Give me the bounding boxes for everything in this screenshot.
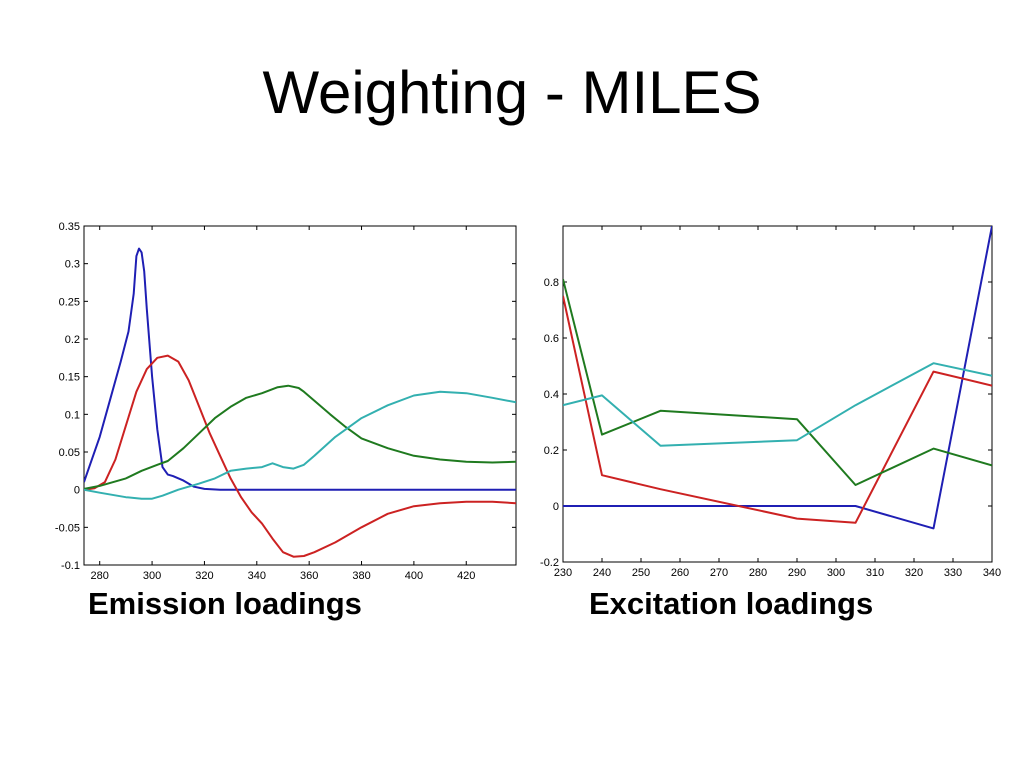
excitation-x-tick-label: 340: [983, 567, 1001, 579]
excitation-x-tick-label: 330: [944, 567, 962, 579]
emission-x-tick-label: 340: [248, 570, 266, 582]
excitation-loadings-chart: 230 240 250 260 270 280 290 300 310 320 330 340 -0.2…: [540, 225, 1001, 579]
emission-series-line-3: [84, 384, 516, 490]
emission-x-tick-label: 280: [91, 570, 109, 582]
emission-x-tick-label: 380: [352, 570, 370, 582]
emission-x-tick-label: 400: [405, 570, 423, 582]
emission-y-tick-label: 0.1: [65, 409, 80, 421]
excitation-x-tick-label: 260: [671, 567, 689, 579]
emission-loadings-chart: 280 300 320 340 360 380 400 420 -0.1 -0.05 0 0.05 0.…: [55, 221, 517, 582]
excitation-x-tick-label: 300: [827, 567, 845, 579]
excitation-y-tick-label: 0.8: [544, 277, 559, 289]
emission-y-tick-label: 0.05: [59, 447, 80, 459]
emission-series-line-4: [84, 390, 516, 500]
emission-series-line-2: [84, 354, 516, 558]
emission-y-tick-label: 0.35: [59, 221, 80, 233]
emission-plot-frame: [83, 225, 517, 566]
excitation-y-tick-label: 0.6: [544, 333, 559, 345]
emission-loadings-caption: Emission loadings: [88, 586, 362, 621]
excitation-x-tick-label: 310: [866, 567, 884, 579]
excitation-x-tick-label: 240: [593, 567, 611, 579]
excitation-x-tick-label: 280: [749, 567, 767, 579]
emission-x-tick-label: 420: [457, 570, 475, 582]
excitation-y-tick-label: 0.4: [544, 389, 559, 401]
emission-y-tick-label: 0.25: [59, 296, 80, 308]
excitation-y-tick-label: 0.2: [544, 445, 559, 457]
emission-y-tick-label: 0: [74, 485, 80, 497]
slide-title: Weighting - MILES: [262, 59, 762, 126]
emission-series-line-1: [84, 247, 516, 491]
excitation-x-tick-label: 320: [905, 567, 923, 579]
emission-y-tick-label: -0.05: [55, 522, 80, 534]
emission-x-tick-label: 320: [195, 570, 213, 582]
excitation-x-tick-label: 230: [554, 567, 572, 579]
excitation-series-line-4: [563, 362, 992, 447]
emission-x-tick-label: 300: [143, 570, 161, 582]
excitation-x-tick-label: 250: [632, 567, 650, 579]
excitation-series-line-3: [563, 278, 992, 486]
emission-y-tick-label: 0.15: [59, 372, 80, 384]
excitation-y-tick-label: -0.2: [540, 557, 559, 569]
emission-y-tick-label: 0.2: [65, 334, 80, 346]
excitation-plot-frame: [562, 225, 993, 563]
emission-y-tick-label: -0.1: [61, 560, 80, 572]
excitation-x-tick-label: 290: [788, 567, 806, 579]
excitation-series-line-2: [563, 295, 992, 524]
excitation-series-line-1: [563, 226, 992, 530]
excitation-y-tick-label: 0: [553, 501, 559, 513]
emission-x-tick-label: 360: [300, 570, 318, 582]
emission-y-tick-label: 0.3: [65, 259, 80, 271]
excitation-x-tick-label: 270: [710, 567, 728, 579]
excitation-loadings-caption: Excitation loadings: [589, 586, 874, 621]
